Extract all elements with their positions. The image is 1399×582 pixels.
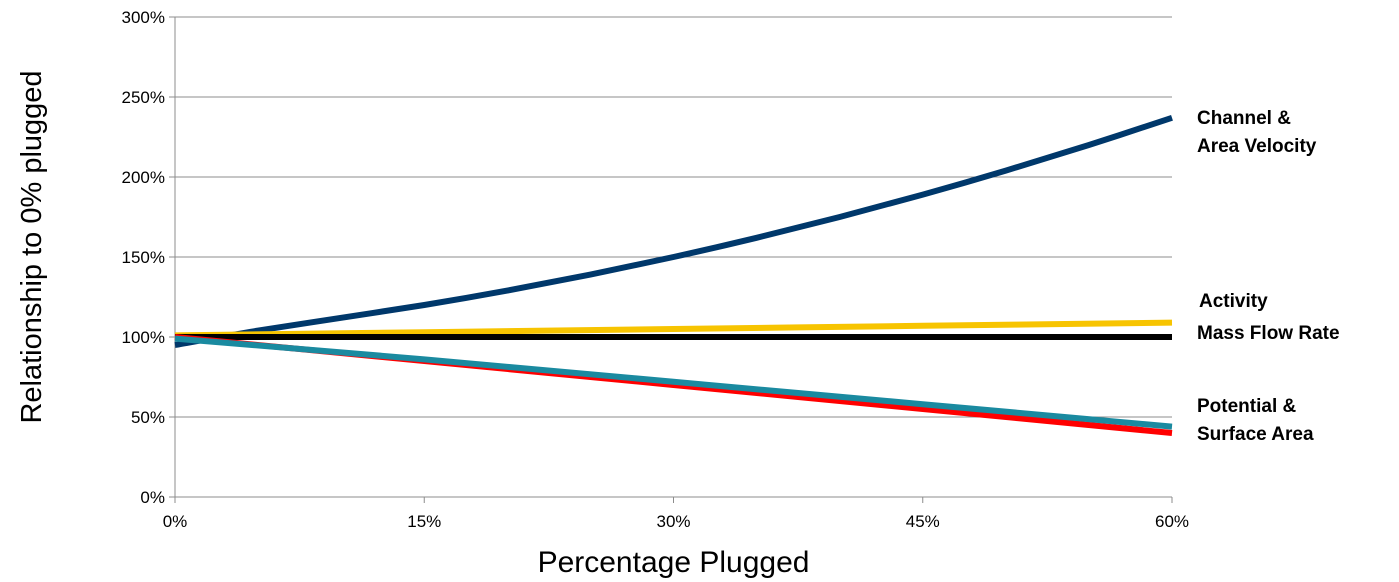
- series-lines: [174, 114, 1173, 436]
- series-annotation: Channel &: [1197, 108, 1291, 129]
- x-axis-title: Percentage Plugged: [538, 546, 810, 579]
- x-tick-label: 30%: [656, 512, 690, 531]
- gridlines: [175, 16, 1172, 418]
- series-annotations: Channel & Area Velocity Activity Mass Flow …: [1197, 108, 1340, 445]
- y-tick-label: 0%: [140, 488, 165, 507]
- series-line-0: [174, 114, 1173, 348]
- x-tick-label: 45%: [906, 512, 940, 531]
- y-tick-label: 150%: [122, 248, 165, 267]
- series-line-4: [174, 335, 1173, 430]
- tick-labels: 0% 50% 100% 150% 200% 250% 300% 0% 15% 30% 45% 60%: [122, 8, 1190, 531]
- series-annotation: Mass Flow Rate: [1197, 323, 1340, 344]
- series-annotation: Area Velocity: [1197, 136, 1317, 157]
- y-tick-label: 50%: [131, 408, 165, 427]
- series-annotation: Activity: [1199, 291, 1268, 312]
- y-tick-label: 300%: [122, 8, 165, 27]
- y-axis-title: Relationship to 0% plugged: [16, 70, 48, 423]
- x-tick-label: 0%: [163, 512, 188, 531]
- y-tick-label: 200%: [122, 168, 165, 187]
- y-tick-label: 100%: [122, 328, 165, 347]
- x-tick-label: 60%: [1155, 512, 1189, 531]
- series-annotation: Potential &: [1197, 396, 1297, 417]
- axes: [169, 16, 1173, 503]
- y-tick-label: 250%: [122, 88, 165, 107]
- x-tick-label: 15%: [407, 512, 441, 531]
- series-annotation: Surface Area: [1197, 424, 1314, 445]
- series-line-1: [174, 319, 1173, 339]
